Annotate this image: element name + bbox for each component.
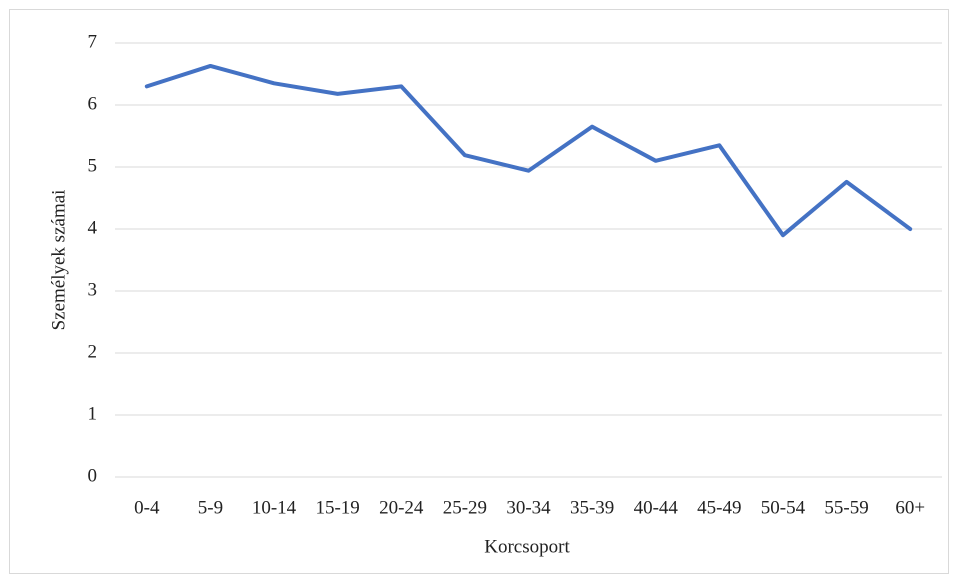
y-tick-label: 3 <box>88 279 98 300</box>
x-tick-label: 20-24 <box>379 497 424 518</box>
y-tick-label: 5 <box>88 155 98 176</box>
y-tick-label: 2 <box>88 341 98 362</box>
y-axis-label: Személyek számai <box>48 190 69 331</box>
x-tick-label: 45-49 <box>697 497 741 518</box>
x-axis-label: Korcsoport <box>484 536 570 557</box>
x-tick-label: 0-4 <box>134 497 160 518</box>
x-tick-label: 40-44 <box>634 497 679 518</box>
x-tick-label: 35-39 <box>570 497 614 518</box>
y-tick-label: 1 <box>88 403 98 424</box>
y-tick-label: 0 <box>88 465 98 486</box>
y-tick-label: 6 <box>88 93 98 114</box>
x-tick-label: 50-54 <box>761 497 806 518</box>
x-tick-label: 60+ <box>895 497 925 518</box>
x-tick-label: 5-9 <box>198 497 223 518</box>
line-series <box>144 63 913 238</box>
y-tick-label: 4 <box>88 217 98 238</box>
x-tick-label: 15-19 <box>315 497 359 518</box>
x-tick-label: 10-14 <box>252 497 297 518</box>
x-tick-label: 25-29 <box>443 497 487 518</box>
y-tick-label: 7 <box>88 31 98 52</box>
x-tick-label: 30-34 <box>506 497 551 518</box>
x-tick-label: 55-59 <box>824 497 868 518</box>
